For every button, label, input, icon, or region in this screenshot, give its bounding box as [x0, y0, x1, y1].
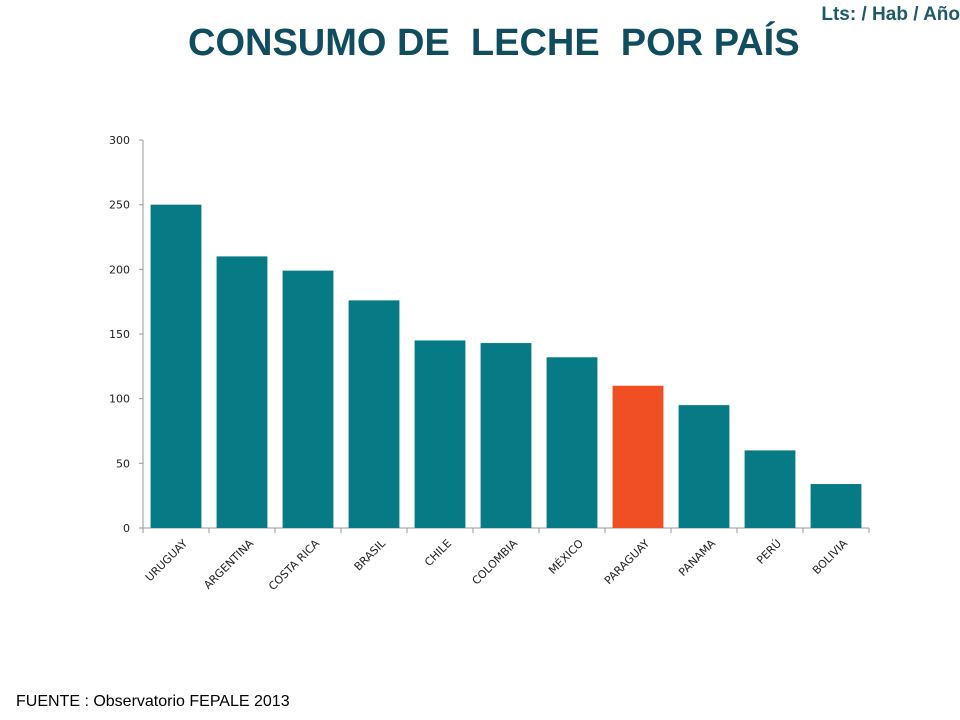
bar-bolivia	[810, 484, 862, 528]
bar-brasil	[348, 300, 400, 528]
chart-title: CONSUMO DE LECHE POR PAÍS	[188, 22, 800, 64]
x-category-label: MÉXICO	[546, 537, 586, 577]
bar-méxico	[546, 357, 598, 528]
x-category-label: CHILE	[422, 537, 454, 569]
x-category-label: PARAGUAY	[602, 537, 652, 587]
bar-chile	[414, 340, 466, 528]
bars	[150, 204, 862, 528]
x-category-label: BOLIVIA	[810, 537, 850, 577]
y-tick-label: 300	[109, 134, 130, 147]
bar-costa-rica	[282, 270, 334, 528]
category-labels: URUGUAY ARGENTINA COSTA RICA BRASIL CHILE COL…	[143, 536, 851, 593]
y-tick-label: 100	[109, 393, 130, 406]
bar-colombia	[480, 343, 532, 528]
x-category-label: COLOMBIA	[470, 537, 521, 588]
x-axis	[142, 527, 870, 533]
unit-label: Lts: / Hab / Año	[821, 4, 960, 25]
x-category-label: ARGENTINA	[201, 537, 256, 592]
x-category-label: BRASIL	[352, 536, 389, 573]
y-tick-label: 0	[123, 522, 130, 535]
source-note: FUENTE : Observatorio FEPALE 2013	[16, 693, 290, 710]
x-category-label: PANAMA	[676, 537, 718, 579]
bar-panama	[678, 405, 730, 528]
bar-argentina	[216, 256, 268, 528]
bar-paraguay	[612, 385, 664, 528]
x-category-label: URUGUAY	[143, 537, 190, 584]
y-tick-label: 200	[109, 263, 130, 276]
x-category-label: PERÚ	[754, 537, 784, 567]
bar-perú	[744, 450, 796, 528]
y-tick-label: 50	[116, 457, 130, 470]
x-category-label: COSTA RICA	[266, 537, 322, 593]
y-axis: 0 50 100 150 200 250 300	[109, 134, 144, 535]
y-tick-label: 250	[109, 199, 130, 212]
bar-uruguay	[150, 204, 202, 528]
y-tick-label: 150	[109, 328, 130, 341]
